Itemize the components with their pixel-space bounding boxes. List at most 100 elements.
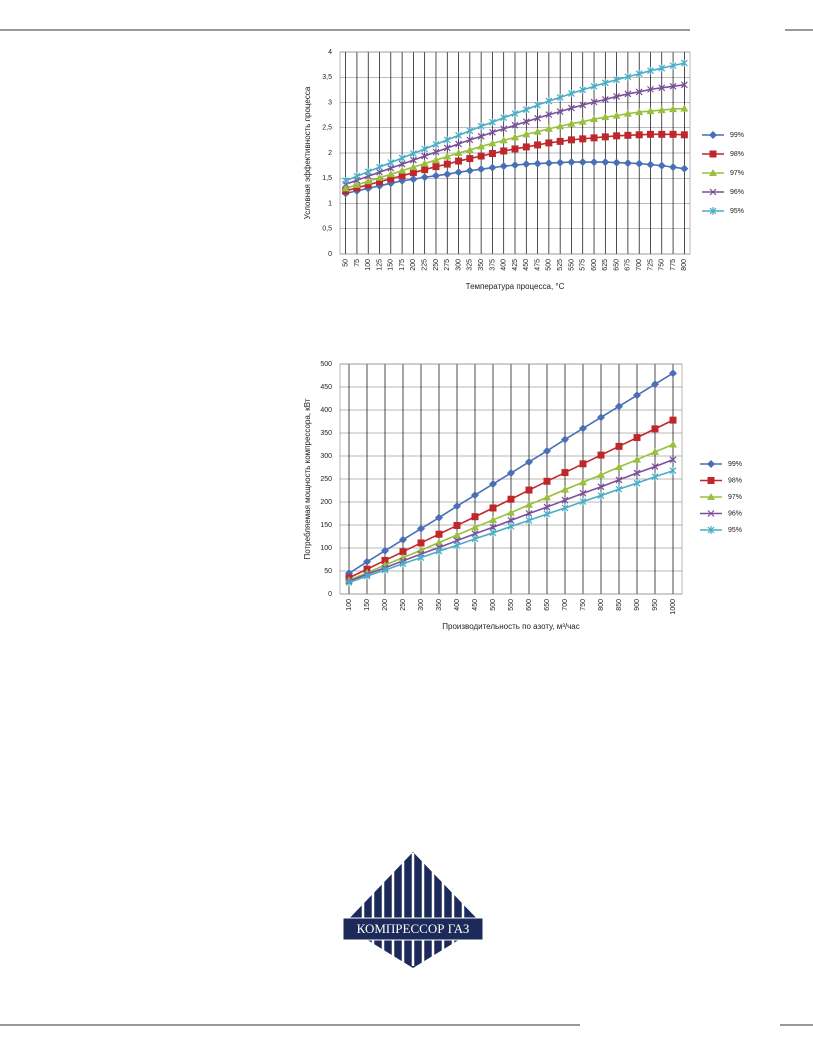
marker <box>364 177 373 185</box>
marker <box>507 522 515 531</box>
marker <box>489 523 497 531</box>
x-axis-title: Температура процесса, °С <box>466 282 565 291</box>
marker <box>453 502 461 511</box>
marker <box>669 163 678 172</box>
marker <box>499 162 508 171</box>
legend-label: 98% <box>728 477 742 484</box>
marker <box>471 491 479 500</box>
marker <box>544 159 553 168</box>
marker <box>352 180 361 188</box>
x-tick-label: 950 <box>652 599 659 611</box>
y-tick-label: 200 <box>320 499 332 506</box>
legend-marker <box>707 526 715 534</box>
y-tick-label: 0 <box>328 591 332 598</box>
x-tick-label: 350 <box>436 599 443 611</box>
marker <box>507 495 515 503</box>
marker <box>489 528 497 537</box>
marker <box>432 148 440 156</box>
marker <box>623 109 632 117</box>
marker <box>579 460 587 468</box>
marker <box>455 157 463 165</box>
marker <box>522 105 530 114</box>
marker <box>533 127 542 135</box>
marker <box>567 136 575 144</box>
marker <box>522 130 531 138</box>
marker <box>669 416 677 424</box>
x-tick-label: 200 <box>410 259 417 271</box>
marker <box>597 451 605 459</box>
marker <box>613 75 621 84</box>
marker <box>387 158 395 167</box>
legend-marker <box>709 131 717 139</box>
marker <box>543 446 551 455</box>
marker <box>590 134 598 142</box>
marker <box>398 154 406 163</box>
marker <box>545 111 553 119</box>
legend-marker <box>707 510 715 517</box>
marker <box>363 557 371 566</box>
marker <box>533 159 542 168</box>
marker <box>435 530 443 538</box>
x-tick-label: 100 <box>346 599 353 611</box>
marker <box>522 118 530 126</box>
marker <box>409 149 417 158</box>
x-tick-label: 700 <box>636 259 643 271</box>
y-tick-label: 300 <box>320 453 332 460</box>
marker <box>466 126 474 135</box>
marker <box>647 85 654 93</box>
marker <box>561 503 569 512</box>
marker <box>579 135 587 143</box>
x-tick-label: 225 <box>422 259 429 271</box>
logo-band <box>342 917 484 941</box>
x-tick-label: 100 <box>365 259 372 271</box>
marker <box>578 158 587 167</box>
x-tick-label: 550 <box>508 599 515 611</box>
marker <box>561 435 569 444</box>
marker <box>651 425 659 433</box>
marker <box>431 156 440 164</box>
marker <box>507 508 515 516</box>
x-tick-label: 750 <box>659 259 666 271</box>
marker <box>669 105 678 113</box>
x-tick-label: 775 <box>670 259 677 271</box>
y-tick-label: 2,5 <box>322 125 332 132</box>
marker <box>511 161 519 170</box>
marker <box>417 539 425 547</box>
marker <box>590 115 599 123</box>
marker <box>657 161 666 170</box>
marker <box>381 566 389 575</box>
y-tick-label: 100 <box>320 545 332 552</box>
marker <box>511 109 519 118</box>
x-tick-label: 400 <box>501 259 508 271</box>
marker <box>669 82 677 90</box>
x-tick-label: 325 <box>467 259 474 271</box>
marker <box>579 489 587 497</box>
marker <box>633 391 641 400</box>
x-tick-label: 75 <box>354 259 361 267</box>
marker <box>455 131 462 140</box>
marker <box>454 168 463 177</box>
y-tick-label: 450 <box>320 384 332 391</box>
marker <box>477 165 486 174</box>
legend-label: 98% <box>730 151 744 158</box>
x-tick-label: 50 <box>342 259 349 267</box>
marker <box>353 184 361 192</box>
marker <box>534 114 542 122</box>
marker <box>409 169 417 177</box>
marker <box>525 486 533 494</box>
marker <box>381 556 389 564</box>
marker <box>601 113 610 121</box>
marker <box>454 149 463 156</box>
y-tick-label: 500 <box>320 361 332 368</box>
marker <box>477 122 485 131</box>
logo: КОМПРЕССОР ГАЗ <box>342 852 484 968</box>
legend-label: 99% <box>728 461 742 468</box>
marker <box>399 535 407 544</box>
x-tick-label: 1000 <box>670 599 677 615</box>
marker <box>579 424 587 433</box>
marker <box>567 119 576 127</box>
marker <box>658 84 666 92</box>
x-tick-label: 675 <box>625 259 632 271</box>
